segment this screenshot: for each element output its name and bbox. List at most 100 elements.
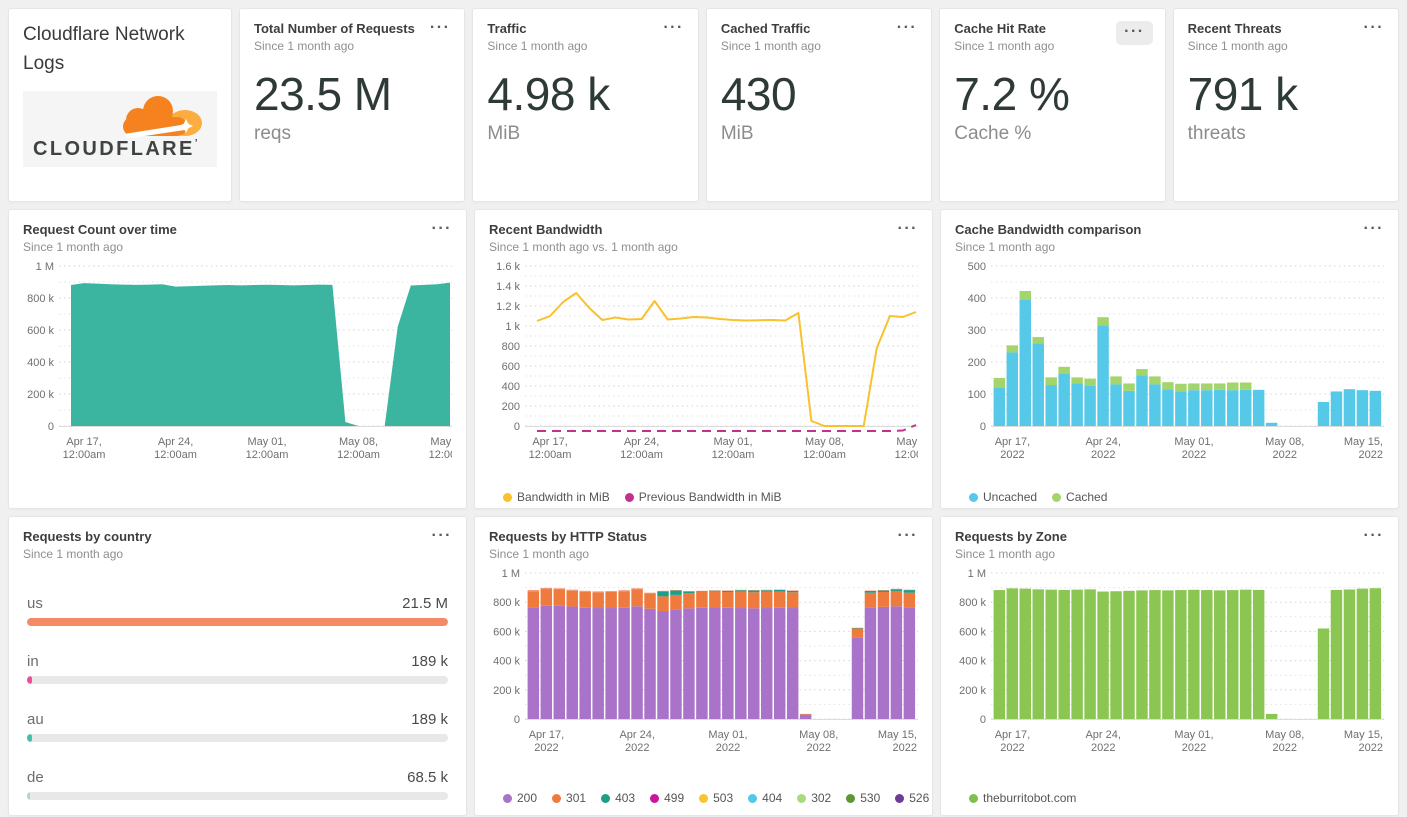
legend-label: Uncached xyxy=(983,490,1038,504)
panel-requests-by-country: Requests by country Since 1 month ago ··… xyxy=(8,516,467,816)
legend-item[interactable]: Cached xyxy=(1052,490,1107,504)
legend-label: 403 xyxy=(615,791,636,805)
svg-text:Apr 24,: Apr 24, xyxy=(624,436,659,448)
legend-item[interactable]: Previous Bandwidth in MiB xyxy=(624,490,781,504)
ellipsis-menu-icon[interactable]: ··· xyxy=(1116,21,1153,45)
legend-label: 503 xyxy=(713,791,734,805)
ellipsis-menu-icon[interactable]: ··· xyxy=(428,219,456,239)
legend-item[interactable]: 499 xyxy=(650,791,684,805)
bottom-charts-row: Requests by country Since 1 month ago ··… xyxy=(8,516,1399,816)
legend-label: 302 xyxy=(811,791,832,805)
svg-text:400 k: 400 k xyxy=(27,357,54,369)
svg-text:Apr 17,: Apr 17, xyxy=(66,436,101,448)
svg-text:2022: 2022 xyxy=(807,742,831,754)
ellipsis-menu-icon[interactable]: ··· xyxy=(1360,526,1388,546)
svg-text:Apr 24,: Apr 24, xyxy=(619,729,654,741)
stat-value: 23.5 M xyxy=(254,68,392,120)
legend-item[interactable]: Uncached xyxy=(969,490,1037,504)
svg-text:May 08,: May 08, xyxy=(799,729,838,741)
country-bar-fill xyxy=(27,792,30,800)
svg-text:300: 300 xyxy=(968,325,986,337)
svg-text:1.4 k: 1.4 k xyxy=(496,281,520,293)
panel-subtitle: Since 1 month ago xyxy=(954,39,1055,53)
svg-text:May 01,: May 01, xyxy=(1174,436,1213,448)
chart-legend: 200301403499503404302530526524 xyxy=(503,791,929,805)
svg-text:Apr 17,: Apr 17, xyxy=(532,436,567,448)
middle-charts-row: Request Count over time Since 1 month ag… xyxy=(8,209,1399,509)
svg-text:12:00am: 12:00am xyxy=(429,449,452,461)
stat-panel-traffic: Traffic Since 1 month ago ··· 4.98 k MiB xyxy=(472,8,699,202)
ellipsis-menu-icon[interactable]: ··· xyxy=(1360,219,1388,239)
legend-label: 530 xyxy=(860,791,881,805)
legend-item[interactable]: 530 xyxy=(846,791,880,805)
ellipsis-menu-icon[interactable]: ··· xyxy=(659,18,687,38)
cloudflare-logo: CLOUDFLARE’ xyxy=(23,91,217,167)
country-bar-track xyxy=(27,734,448,742)
svg-text:400 k: 400 k xyxy=(493,656,520,668)
stat-unit: reqs xyxy=(254,123,291,144)
svg-text:May 15,: May 15, xyxy=(1344,729,1383,741)
top-stats-row: Cloudflare Network Logs CLOUDFLARE’ Tota… xyxy=(8,8,1400,202)
country-row: in 189 k xyxy=(27,653,448,684)
svg-text:200 k: 200 k xyxy=(959,685,986,697)
svg-text:500: 500 xyxy=(968,261,986,273)
legend-dot-icon xyxy=(552,793,562,803)
svg-text:800 k: 800 k xyxy=(493,597,520,609)
svg-text:600 k: 600 k xyxy=(27,325,54,337)
ellipsis-menu-icon[interactable]: ··· xyxy=(894,526,922,546)
panel-title: Requests by Zone xyxy=(955,529,1067,544)
legend-item[interactable]: 503 xyxy=(699,791,733,805)
country-bar-track xyxy=(27,792,448,800)
svg-text:2022: 2022 xyxy=(1091,449,1115,461)
svg-text:2022: 2022 xyxy=(1182,742,1206,754)
stat-value: 7.2 % xyxy=(954,68,1070,120)
panel-subtitle: Since 1 month ago xyxy=(955,547,1056,561)
legend-label: 499 xyxy=(664,791,685,805)
legend-dot-icon xyxy=(969,793,978,803)
legend-label: 404 xyxy=(762,791,783,805)
ellipsis-menu-icon[interactable]: ··· xyxy=(893,18,921,38)
dashboard-title: Cloudflare Network Logs xyxy=(23,24,185,74)
svg-text:12:00am: 12:00am xyxy=(246,449,289,461)
legend-item[interactable]: 200 xyxy=(503,791,537,805)
country-bar-fill xyxy=(27,676,32,684)
legend-item[interactable]: Bandwidth in MiB xyxy=(503,490,610,504)
country-value: 21.5 M xyxy=(402,595,448,612)
ellipsis-menu-icon[interactable]: ··· xyxy=(894,219,922,239)
legend-item[interactable]: 301 xyxy=(552,791,586,805)
ellipsis-menu-icon[interactable]: ··· xyxy=(428,526,456,546)
svg-text:2022: 2022 xyxy=(1000,742,1024,754)
panel-subtitle: Since 1 month ago xyxy=(23,240,124,254)
svg-text:2022: 2022 xyxy=(893,742,917,754)
legend-dot-icon xyxy=(624,492,634,502)
legend-item[interactable]: 403 xyxy=(601,791,635,805)
panel-subtitle: Since 1 month ago xyxy=(720,39,821,53)
svg-text:12:00am: 12:00am xyxy=(529,449,572,461)
svg-text:May 01,: May 01, xyxy=(713,436,752,448)
legend-item[interactable]: 302 xyxy=(797,791,831,805)
legend-item[interactable]: 404 xyxy=(748,791,782,805)
panel-requests-by-http-status: Requests by HTTP Status Since 1 month ag… xyxy=(474,516,933,816)
country-bar-track xyxy=(27,676,448,684)
cloudflare-cloud-icon xyxy=(123,96,202,139)
svg-text:600 k: 600 k xyxy=(493,626,520,638)
panel-requests-by-zone: Requests by Zone Since 1 month ago ··· 0… xyxy=(940,516,1399,816)
country-label: de xyxy=(27,769,44,786)
svg-text:Apr 17,: Apr 17, xyxy=(995,729,1030,741)
logo-trademark: ’ xyxy=(194,138,200,149)
ellipsis-menu-icon[interactable]: ··· xyxy=(426,18,454,38)
legend-item[interactable]: 526 xyxy=(895,791,929,805)
ellipsis-menu-icon[interactable]: ··· xyxy=(1360,18,1388,38)
svg-text:Apr 17,: Apr 17, xyxy=(995,436,1030,448)
svg-text:May 15,: May 15, xyxy=(430,436,452,448)
legend-dot-icon xyxy=(503,793,512,803)
panel-title: Requests by HTTP Status xyxy=(489,529,647,544)
legend-item[interactable]: theburritobot.com xyxy=(969,791,1076,805)
legend-label: Cached xyxy=(1066,490,1108,504)
svg-text:1.2 k: 1.2 k xyxy=(496,301,520,313)
svg-text:May 08,: May 08, xyxy=(339,436,378,448)
svg-text:0: 0 xyxy=(980,714,986,726)
